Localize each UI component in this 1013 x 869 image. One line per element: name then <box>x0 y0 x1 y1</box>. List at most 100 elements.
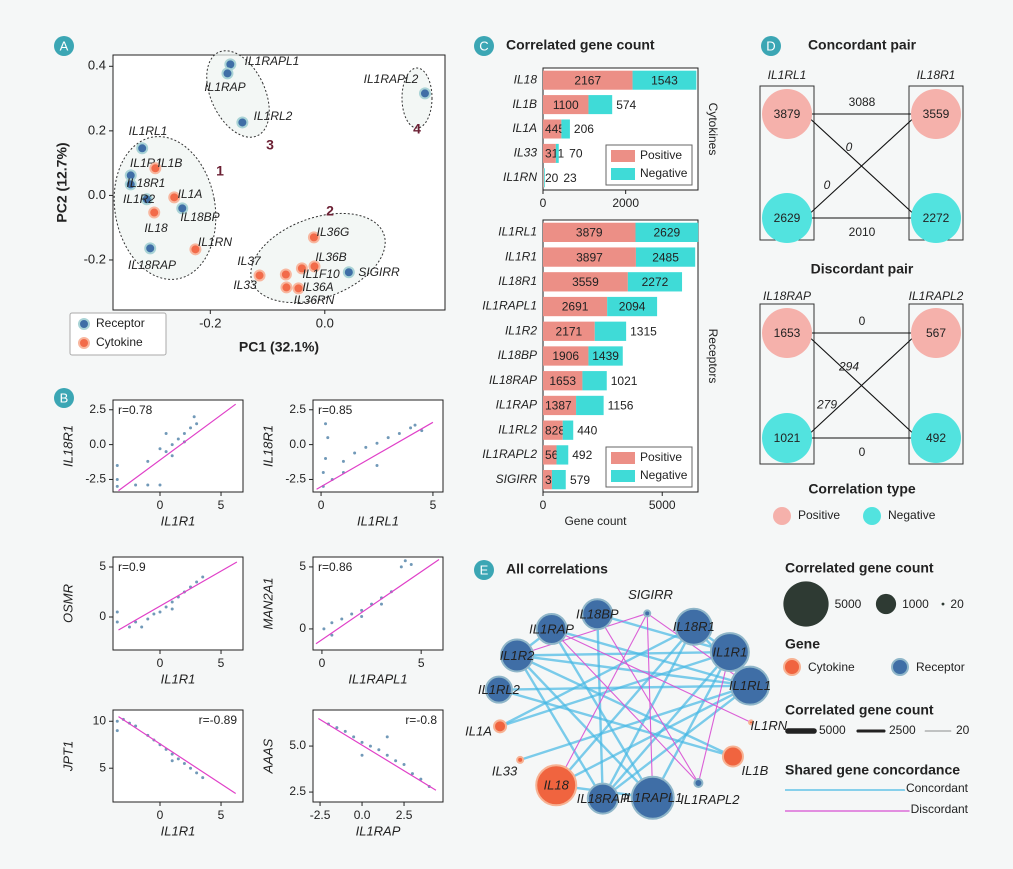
value-label: 1543 <box>651 73 678 87</box>
edge-label: 279 <box>816 398 837 412</box>
bar-segment <box>555 143 559 163</box>
panel-badge <box>474 560 494 580</box>
gene-node <box>748 719 755 726</box>
fit-line <box>118 403 237 492</box>
correlation-label: r=0.85 <box>318 403 353 417</box>
value-label: 2629 <box>653 226 680 240</box>
edge-label: 0 <box>859 445 866 459</box>
point <box>134 483 138 487</box>
gene-name: IL1RL1 <box>729 678 771 693</box>
point <box>115 477 119 481</box>
point <box>292 282 305 295</box>
point-label: IL1A <box>178 187 203 201</box>
fit-line <box>318 717 437 791</box>
bar-segment <box>561 119 570 139</box>
point <box>195 422 199 426</box>
point <box>341 459 345 463</box>
bar-segment <box>543 168 545 188</box>
point-label: IL1RAPL2 <box>364 72 419 86</box>
x-tick-label: 5 <box>218 498 225 512</box>
network-edge <box>596 613 731 654</box>
panel-badge <box>474 36 494 56</box>
gene-name: IL1RN <box>750 718 787 733</box>
size-key <box>783 581 829 627</box>
legend-label: Receptor <box>916 660 965 674</box>
panel-label: B <box>60 390 69 405</box>
value-label: 3879 <box>576 226 603 240</box>
x-tick-label: 0.0 <box>354 808 371 822</box>
point-label: IL1F10 <box>302 267 340 281</box>
value-label: 2485 <box>652 250 679 264</box>
bar-segment <box>543 296 608 317</box>
panel-badge <box>54 36 74 56</box>
gene-node <box>516 755 525 764</box>
point <box>144 242 157 255</box>
gene-name: SIGIRR <box>628 587 673 602</box>
cluster-number: 3 <box>266 137 274 153</box>
point <box>385 753 389 757</box>
y-tick-label: -2.5 <box>85 472 106 486</box>
category-label: IL1RAP <box>496 398 537 412</box>
point <box>253 269 266 282</box>
network-edge <box>516 654 751 687</box>
legend-label: Cytokine <box>808 660 855 674</box>
value-label: 579 <box>570 473 590 487</box>
value-label: 70 <box>569 147 583 161</box>
gene-node <box>643 609 652 618</box>
point <box>279 268 292 281</box>
legend-swatch <box>611 150 635 162</box>
bar-segment <box>543 247 636 267</box>
point <box>189 426 193 430</box>
gene-node <box>535 764 578 807</box>
plot-area <box>312 399 444 493</box>
panel-title: Concordant pair <box>808 37 917 53</box>
fit-line <box>315 558 440 645</box>
bar-segment <box>635 222 699 243</box>
point <box>324 457 328 461</box>
y-axis-label: PC2 (12.7%) <box>54 142 70 222</box>
value-label: 1653 <box>549 374 576 388</box>
gene-name: IL1RL1 <box>768 68 807 82</box>
y-tick-label: 2.5 <box>89 402 106 416</box>
point <box>402 762 406 766</box>
plot-area <box>312 709 444 803</box>
value-label: 3897 <box>576 250 603 264</box>
network-edge <box>551 628 752 723</box>
edge-label: 3088 <box>849 95 876 109</box>
panel-label: A <box>60 38 69 53</box>
y-tick-label: -2.5 <box>285 472 306 486</box>
panel-title: Correlated gene count <box>506 37 655 53</box>
point <box>399 565 403 569</box>
legend-swatch <box>611 470 635 482</box>
point <box>115 729 119 733</box>
point <box>236 116 249 129</box>
x-axis-label: IL1R1 <box>161 823 196 838</box>
gene-name: IL1A <box>465 724 492 739</box>
value-label: 206 <box>574 122 594 136</box>
x-tick-label: 2000 <box>612 196 639 210</box>
pair-edge <box>804 332 919 439</box>
network-edge <box>596 613 699 784</box>
point <box>115 464 119 468</box>
point <box>403 559 407 563</box>
count-label: 3559 <box>923 107 950 121</box>
point-label: IL1RN <box>198 235 232 249</box>
point <box>170 759 174 763</box>
point <box>176 437 180 441</box>
point-label: IL1R2 <box>123 192 155 206</box>
point <box>350 612 354 616</box>
legend-label: Cytokine <box>96 335 143 349</box>
network-edge <box>516 654 654 799</box>
bar-segment <box>594 321 627 341</box>
bar-segment <box>562 420 574 440</box>
edge-label: 2010 <box>849 225 876 239</box>
x-tick-label: 0 <box>157 808 164 822</box>
x-axis-label: IL1RL1 <box>357 513 399 528</box>
value-label: 1315 <box>630 324 657 338</box>
panel-badge <box>761 36 781 56</box>
plot-area <box>312 556 444 651</box>
legend-title: Correlation type <box>808 481 916 497</box>
network-edge <box>516 612 648 657</box>
point-label: IL36G <box>317 225 350 239</box>
point <box>342 266 355 279</box>
